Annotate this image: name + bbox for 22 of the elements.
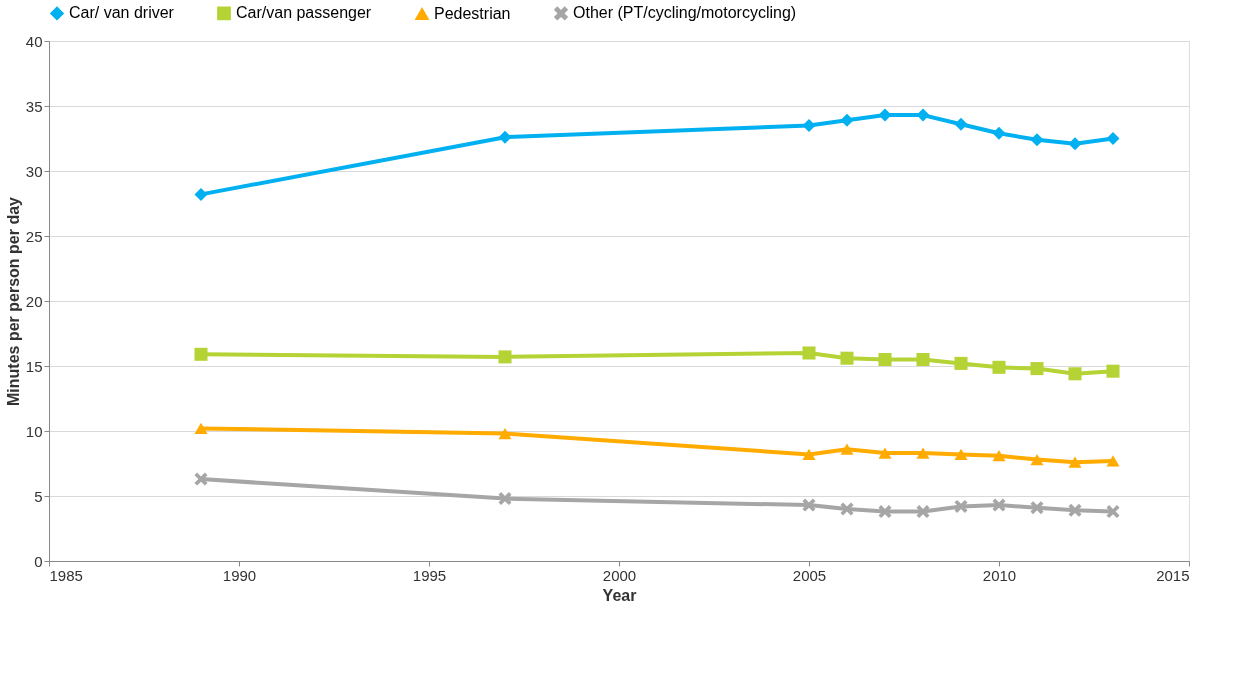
- legend-label: Pedestrian: [434, 4, 511, 22]
- y-tick-label: 30: [25, 162, 43, 180]
- y-tick-label: 20: [25, 292, 43, 310]
- y-tick-label: 25: [25, 227, 43, 245]
- x-axis-title: Year: [602, 586, 637, 604]
- y-tick-label: 0: [34, 552, 43, 570]
- x-tick-label: 1995: [412, 566, 447, 584]
- x-tick-label: 2010: [982, 566, 1017, 584]
- x-tick-label: 2005: [792, 566, 827, 584]
- legend-label: Car/van passenger: [236, 4, 372, 22]
- x-tick-label: 1985: [49, 566, 83, 584]
- y-tick-label: 5: [34, 487, 43, 505]
- x-tick-label: 2000: [602, 566, 637, 584]
- y-axis-title: Minutes per person per day: [4, 196, 22, 406]
- x-tick-label: 1990: [222, 566, 257, 584]
- legend-label: Car/ van driver: [69, 4, 175, 22]
- y-tick-label: 15: [25, 357, 43, 375]
- y-tick-label: 40: [25, 32, 43, 50]
- x-tick-label: 2015: [1156, 566, 1190, 584]
- legend-label: Other (PT/cycling/motorcycling): [573, 4, 797, 22]
- y-tick-label: 35: [25, 97, 43, 115]
- y-tick-label: 10: [25, 422, 43, 440]
